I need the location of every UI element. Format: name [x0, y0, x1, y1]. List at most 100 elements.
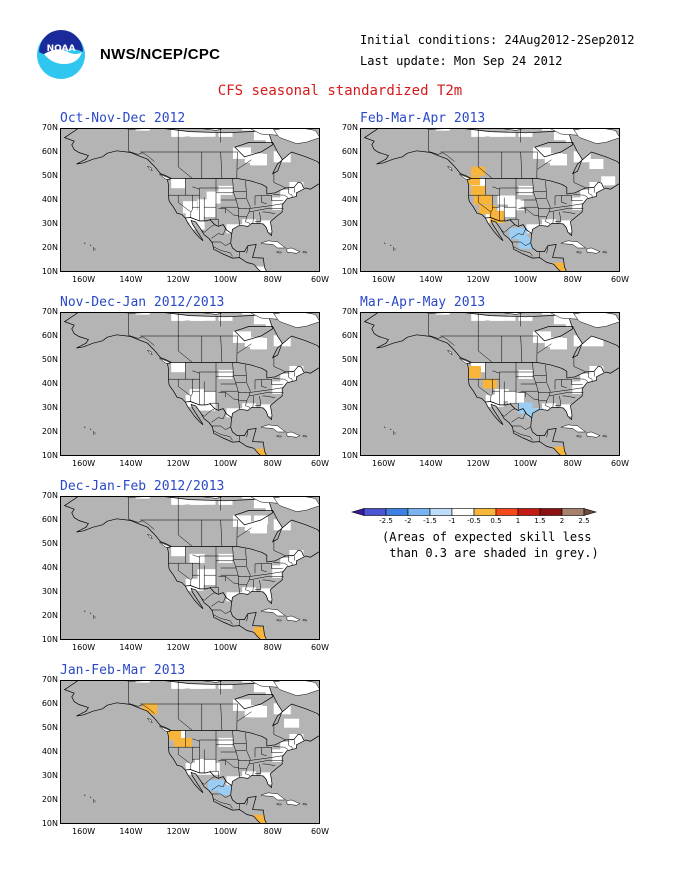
- colorbar-segment: [385, 508, 409, 516]
- lat-tick-label: 50N: [41, 171, 58, 180]
- lat-tick-label: 20N: [41, 243, 58, 252]
- colorbar-tick-label: -0.5: [467, 517, 481, 525]
- white-near-normal-area: [518, 185, 533, 195]
- skill-note: (Areas of expected skill less than 0.3 a…: [382, 530, 599, 560]
- white-arctic-area: [242, 312, 257, 315]
- white-near-normal-area: [202, 762, 220, 775]
- lon-tick-label: 100W: [213, 827, 238, 836]
- colorbar-tick-label: -1: [448, 517, 456, 525]
- above-normal-area: [553, 262, 568, 272]
- white-near-normal-area: [177, 312, 193, 321]
- lon-tick-label: 120W: [166, 643, 190, 652]
- white-near-normal-area: [233, 331, 251, 343]
- white-near-normal-area: [477, 128, 493, 137]
- lon-tick-label: 60W: [310, 827, 330, 836]
- white-near-normal-area: [197, 199, 216, 211]
- map-panel-ond: [60, 128, 320, 272]
- white-near-normal-area: [197, 400, 216, 411]
- above-normal-area: [473, 195, 492, 205]
- map-panel-mam: [360, 312, 620, 456]
- lon-tick-label: 100W: [213, 459, 238, 468]
- svg-text:NOAA: NOAA: [47, 44, 76, 54]
- lat-tick-label: 40N: [41, 563, 58, 572]
- white-near-normal-area: [189, 680, 205, 689]
- lat-tick-label: 70N: [41, 123, 58, 132]
- white-near-normal-area: [197, 391, 216, 401]
- lon-tick-label: 160W: [72, 827, 96, 836]
- lon-tick-label: 120W: [466, 459, 490, 468]
- initial-conditions-text: Initial conditions: 24Aug2012-2Sep2012: [360, 33, 635, 47]
- lat-tick-label: 10N: [341, 267, 358, 276]
- white-near-normal-area: [177, 128, 193, 137]
- above-normal-area: [489, 210, 505, 223]
- white-near-normal-area: [589, 335, 604, 347]
- lon-tick-label: 80W: [263, 275, 282, 284]
- white-near-normal-area: [497, 195, 516, 205]
- white-near-normal-area: [533, 147, 551, 159]
- below-normal-area: [208, 780, 224, 792]
- lat-tick-label: 50N: [341, 355, 358, 364]
- white-near-normal-area: [218, 553, 233, 563]
- lat-tick-label: 70N: [341, 123, 358, 132]
- white-near-normal-area: [580, 373, 599, 385]
- lat-tick-label: 60N: [41, 331, 58, 340]
- lat-tick-label: 50N: [41, 539, 58, 548]
- white-near-normal-area: [197, 207, 216, 217]
- white-arctic-area: [135, 496, 150, 499]
- lon-tick-label: 80W: [263, 827, 282, 836]
- lat-tick-label: 40N: [41, 747, 58, 756]
- colorbar-high-arrow: [583, 508, 598, 516]
- colorbar-tick-label: 2.5: [578, 517, 590, 525]
- noaa-logo-icon: NOAA: [37, 30, 85, 79]
- above-normal-area: [142, 703, 158, 715]
- colorbar-tick-label: -1.5: [423, 517, 437, 525]
- white-near-normal-area: [242, 771, 257, 782]
- colorbar-segment: [495, 508, 519, 516]
- lat-tick-label: 70N: [341, 307, 358, 316]
- colorbar-low-arrow: [350, 508, 365, 516]
- lat-tick-label: 10N: [41, 819, 58, 828]
- lon-tick-label: 160W: [72, 275, 96, 284]
- lon-tick-label: 140W: [119, 827, 143, 836]
- white-near-normal-area: [542, 403, 557, 414]
- white-near-normal-area: [253, 314, 268, 325]
- lat-tick-label: 20N: [41, 427, 58, 436]
- below-normal-area: [218, 785, 233, 795]
- lon-tick-label: 100W: [213, 643, 238, 652]
- white-near-normal-area: [280, 373, 299, 385]
- lon-tick-label: 80W: [563, 275, 582, 284]
- white-near-normal-area: [189, 553, 205, 563]
- white-near-normal-area: [253, 682, 268, 693]
- white-arctic-area: [242, 680, 257, 683]
- lat-tick-label: 60N: [41, 699, 58, 708]
- lat-tick-label: 70N: [41, 491, 58, 500]
- white-near-normal-area: [233, 515, 251, 527]
- lat-tick-label: 60N: [41, 147, 58, 156]
- colorbar-tick-label: 1.5: [534, 517, 546, 525]
- white-arctic-area: [135, 128, 150, 131]
- colorbar-segment: [363, 508, 387, 516]
- lon-tick-label: 100W: [513, 275, 538, 284]
- white-near-normal-area: [284, 718, 300, 728]
- white-near-normal-area: [494, 389, 509, 399]
- white-arctic-area: [542, 128, 557, 131]
- lat-tick-label: 40N: [41, 379, 58, 388]
- white-near-normal-area: [550, 154, 567, 166]
- white-near-normal-area: [253, 130, 268, 141]
- lon-tick-label: 140W: [119, 643, 143, 652]
- white-near-normal-area: [542, 219, 557, 230]
- panel-title-ond: Oct-Nov-Dec 2012: [60, 111, 186, 126]
- lat-tick-label: 10N: [41, 635, 58, 644]
- white-near-normal-area: [253, 498, 268, 509]
- white-near-normal-area: [242, 403, 257, 414]
- white-near-normal-area: [194, 759, 209, 769]
- map-panel-jfm: [60, 680, 320, 824]
- colorbar-segment: [407, 508, 431, 516]
- lon-tick-label: 60W: [310, 643, 330, 652]
- lat-tick-label: 50N: [41, 355, 58, 364]
- lon-tick-label: 100W: [513, 459, 538, 468]
- white-near-normal-area: [233, 147, 251, 159]
- white-near-normal-area: [183, 201, 197, 214]
- white-near-normal-area: [280, 741, 299, 753]
- white-near-normal-area: [206, 191, 221, 204]
